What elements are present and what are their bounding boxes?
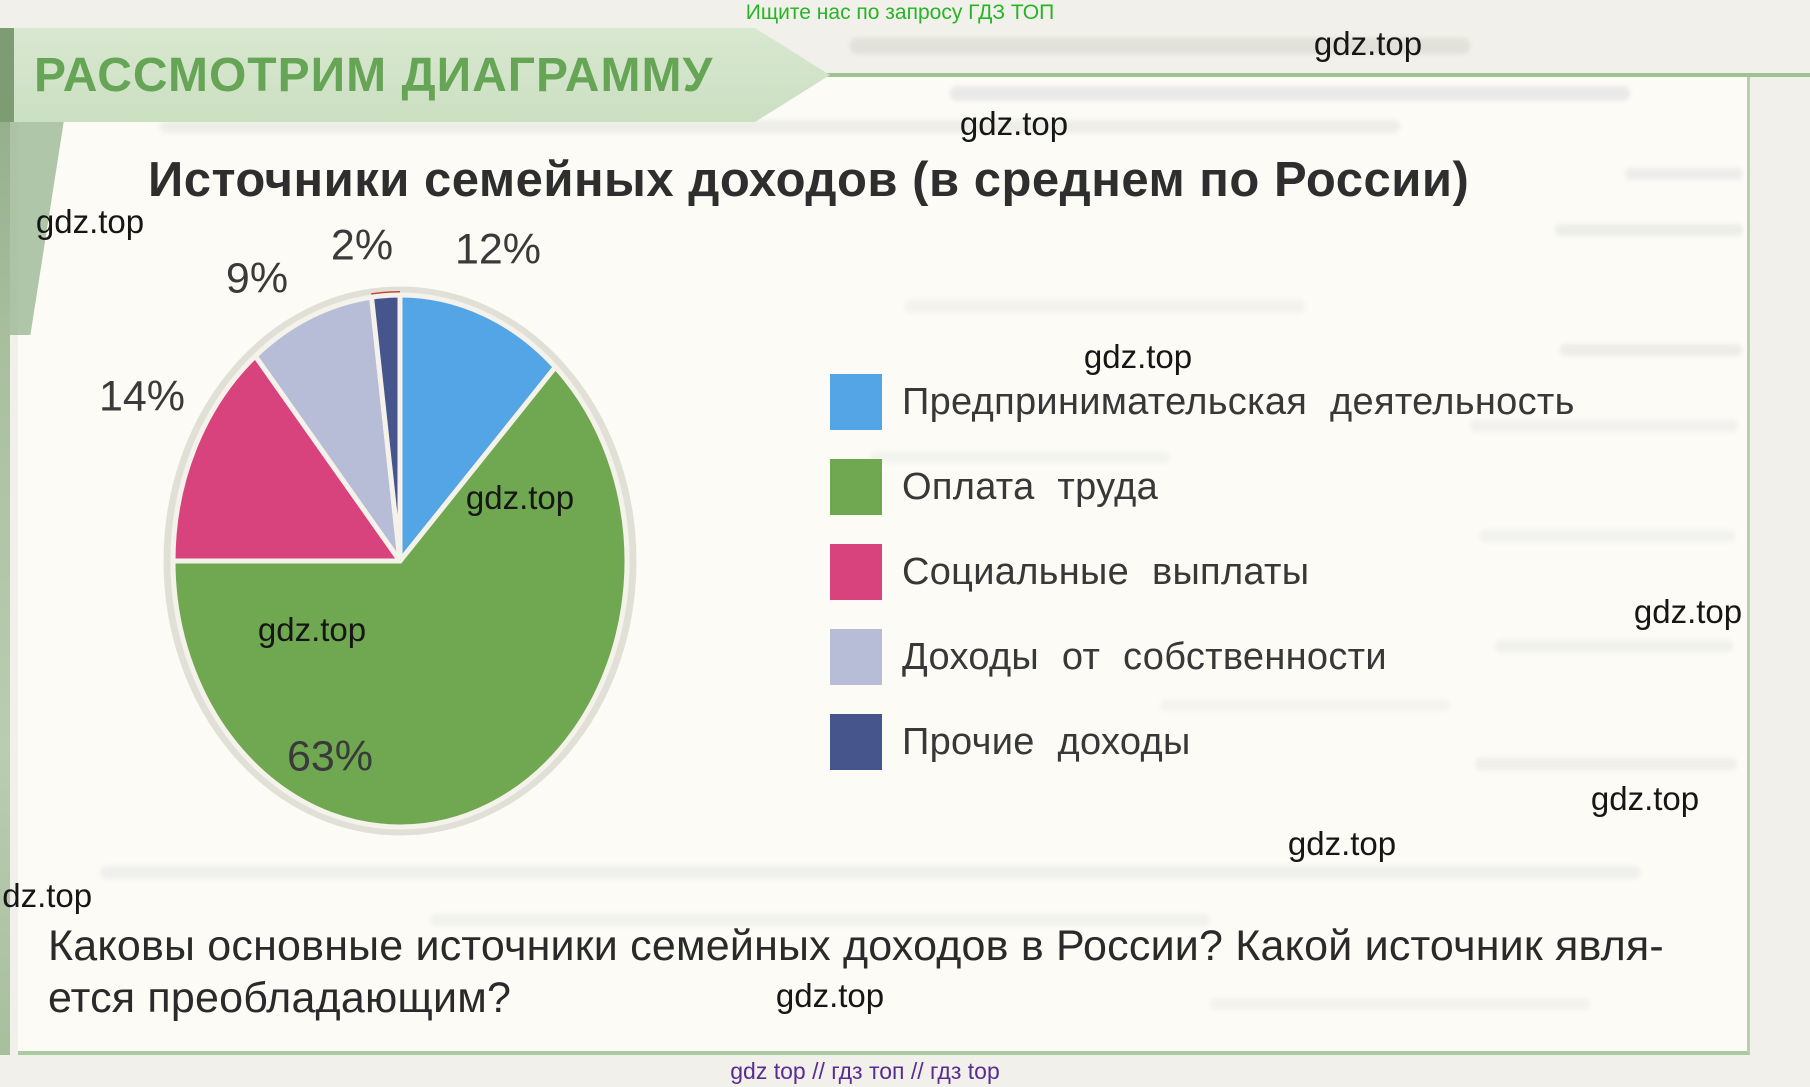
footer-note: gdz top // гдз топ // гдз top — [730, 1058, 1000, 1084]
watermark: gdz.top — [465, 479, 575, 516]
legend-item: Предпринимательская деятельность — [830, 374, 1575, 430]
watermark: gdz.top — [775, 977, 885, 1014]
legend-swatch — [830, 544, 882, 600]
pie-percent-label: 9% — [225, 254, 289, 303]
legend-swatch — [830, 459, 882, 515]
divider-line — [826, 73, 1810, 77]
scan-ghost-line — [100, 866, 1640, 879]
promo-note: Ищите нас по запросу ГДЗ ТОП — [745, 1, 1055, 24]
watermark: gdz.top — [1633, 593, 1743, 630]
pie-percent-label: 14% — [98, 372, 186, 421]
legend-label: Доходы от собственности — [902, 635, 1387, 678]
pie-percent-label: 2% — [330, 221, 394, 270]
scan-ghost-line — [950, 86, 1630, 101]
legend-swatch — [830, 714, 882, 770]
legend-swatch — [830, 374, 882, 430]
chart-legend: Предпринимательская деятельность Оплата т… — [830, 374, 1575, 799]
watermark: gdz.top — [1083, 338, 1193, 375]
legend-label: Прочие доходы — [902, 720, 1191, 763]
scan-ghost-line — [1160, 700, 1450, 711]
legend-item: Социальные выплаты — [830, 544, 1575, 600]
question-line-1: Каковы основные источники семейных доход… — [48, 922, 1664, 970]
chart-title: Источники семейных доходов (в среднем по… — [148, 153, 1470, 207]
watermark: gdz.top — [1287, 825, 1397, 862]
scan-ghost-line — [1470, 420, 1738, 432]
watermark: gdz.top — [959, 105, 1069, 142]
legend-label: Оплата труда — [902, 465, 1159, 508]
banner-corner-block — [0, 28, 14, 122]
scan-ghost-line — [1475, 758, 1737, 770]
legend-label: Социальные выплаты — [902, 550, 1310, 593]
watermark: gdz.top — [35, 203, 145, 240]
scan-ghost-line — [1210, 998, 1590, 1010]
legend-item: Доходы от собственности — [830, 629, 1575, 685]
legend-swatch — [830, 629, 882, 685]
watermark: gdz.top — [257, 611, 367, 648]
watermark: gdz.top — [1313, 25, 1423, 62]
scan-ghost-line — [905, 300, 1305, 313]
scan-ghost-line — [1480, 530, 1735, 542]
scan-ghost-line — [1555, 224, 1743, 236]
watermark: gdz.top — [1590, 780, 1700, 817]
banner-title: РАССМОТРИМ ДИАГРАММУ — [34, 48, 714, 102]
pie-percent-label: 12% — [454, 225, 542, 274]
pie-percent-label: 63% — [286, 732, 374, 781]
section-banner: РАССМОТРИМ ДИАГРАММУ — [0, 28, 830, 122]
scan-ghost-line — [1625, 168, 1743, 180]
legend-item: Оплата труда — [830, 459, 1575, 515]
scan-ghost-line — [1495, 640, 1733, 652]
legend-label: Предпринимательская деятельность — [902, 380, 1575, 423]
watermark: gdz.top — [0, 877, 93, 914]
legend-item: Прочие доходы — [830, 714, 1575, 770]
scan-ghost-line — [1560, 344, 1742, 356]
